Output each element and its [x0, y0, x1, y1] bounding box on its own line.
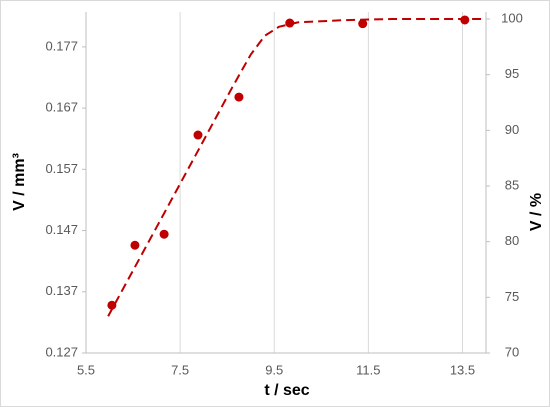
y2-tick-label: 85	[505, 177, 519, 192]
y-tick-label: 0.137	[45, 283, 78, 298]
x-axis-label: t / sec	[264, 382, 309, 399]
y2-axis-label: V / %	[528, 193, 545, 231]
y2-tick-label: 70	[505, 344, 519, 359]
y2-tick-label: 90	[505, 122, 519, 137]
y2-tick-label: 100	[501, 10, 523, 25]
data-point	[234, 92, 244, 102]
x-tick-label: 5.5	[77, 362, 95, 377]
data-point	[130, 240, 140, 250]
y2-tick-label: 95	[505, 66, 519, 81]
y2-tick-label: 75	[505, 289, 519, 304]
y-axis-label: V / mm³	[11, 153, 28, 211]
y-tick-label: 0.167	[45, 100, 78, 115]
data-point	[285, 18, 295, 28]
y-tick-label: 0.147	[45, 222, 78, 237]
y-tick-label: 0.177	[45, 38, 78, 53]
data-point	[159, 229, 169, 239]
y-tick-label: 0.157	[45, 161, 78, 176]
x-tick-label: 13.5	[450, 362, 475, 377]
y-tick-label: 0.127	[45, 344, 78, 359]
x-tick-label: 9.5	[265, 362, 283, 377]
y2-tick-label: 80	[505, 233, 519, 248]
fit-line	[107, 18, 486, 317]
data-point	[358, 19, 368, 29]
x-tick-label: 11.5	[356, 362, 380, 377]
data-point	[107, 300, 117, 310]
data-point	[193, 130, 203, 140]
x-tick-label: 7.5	[171, 362, 189, 377]
